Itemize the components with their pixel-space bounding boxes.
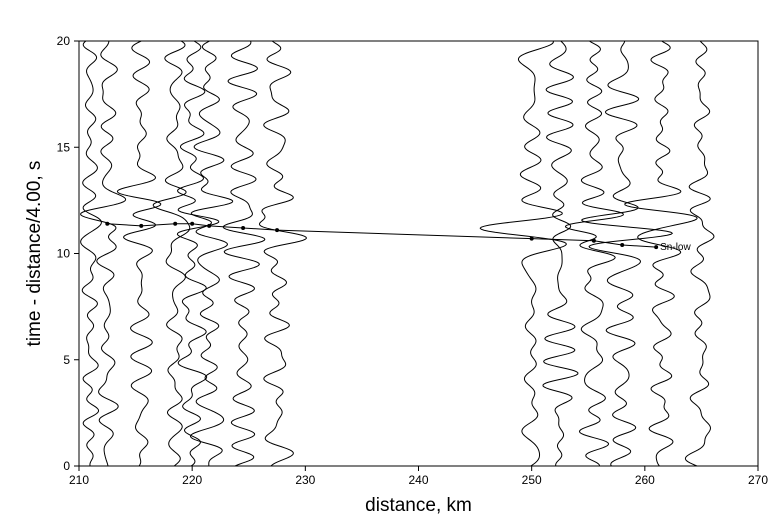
seismic-trace <box>624 40 698 467</box>
pick-point <box>207 223 212 228</box>
pick-point <box>190 221 195 226</box>
x-axis-title: distance, km <box>365 495 472 516</box>
seismic-trace <box>684 40 715 467</box>
pick-point <box>529 236 534 241</box>
seismic-trace <box>152 40 191 467</box>
y-tick-label: 0 <box>63 459 70 473</box>
x-tick-label: 210 <box>69 473 89 487</box>
x-tick-label: 260 <box>635 473 655 487</box>
seismic-trace <box>176 40 220 467</box>
seismic-trace <box>80 40 102 467</box>
x-tick-label: 250 <box>522 473 542 487</box>
seismic-trace <box>116 40 162 467</box>
x-tick-label: 270 <box>748 473 768 487</box>
seismic-trace <box>479 40 567 467</box>
pick-point <box>105 221 110 226</box>
seismic-trace <box>542 40 579 467</box>
x-tick-label: 240 <box>408 473 428 487</box>
pick-point <box>275 228 280 233</box>
seismic-trace <box>79 40 127 467</box>
sn-low-picks <box>105 221 659 250</box>
y-axis-title: time - distance/4.00, s <box>24 161 45 347</box>
seismic-trace <box>580 40 674 467</box>
y-tick-label: 20 <box>57 34 71 48</box>
pick-point <box>139 223 144 228</box>
seismic-trace <box>222 40 266 467</box>
sn-low-label: Sn-low <box>660 242 691 253</box>
pick-point <box>241 226 246 230</box>
pick-point <box>654 245 659 250</box>
seismic-trace <box>564 40 625 467</box>
seismic-trace <box>190 40 234 467</box>
axis-ticks: 210 220 230 240 250 260 270 0 5 10 15 20 <box>57 34 769 487</box>
y-tick-label: 15 <box>57 140 71 154</box>
pick-point <box>620 243 625 247</box>
y-tick-label: 5 <box>63 353 70 367</box>
pick-point <box>591 238 596 243</box>
x-tick-label: 220 <box>182 473 202 487</box>
x-tick-label: 230 <box>295 473 315 487</box>
seismic-traces <box>79 40 715 467</box>
seismic-trace <box>258 40 307 467</box>
pick-point <box>173 221 178 226</box>
y-tick-label: 10 <box>57 247 71 261</box>
